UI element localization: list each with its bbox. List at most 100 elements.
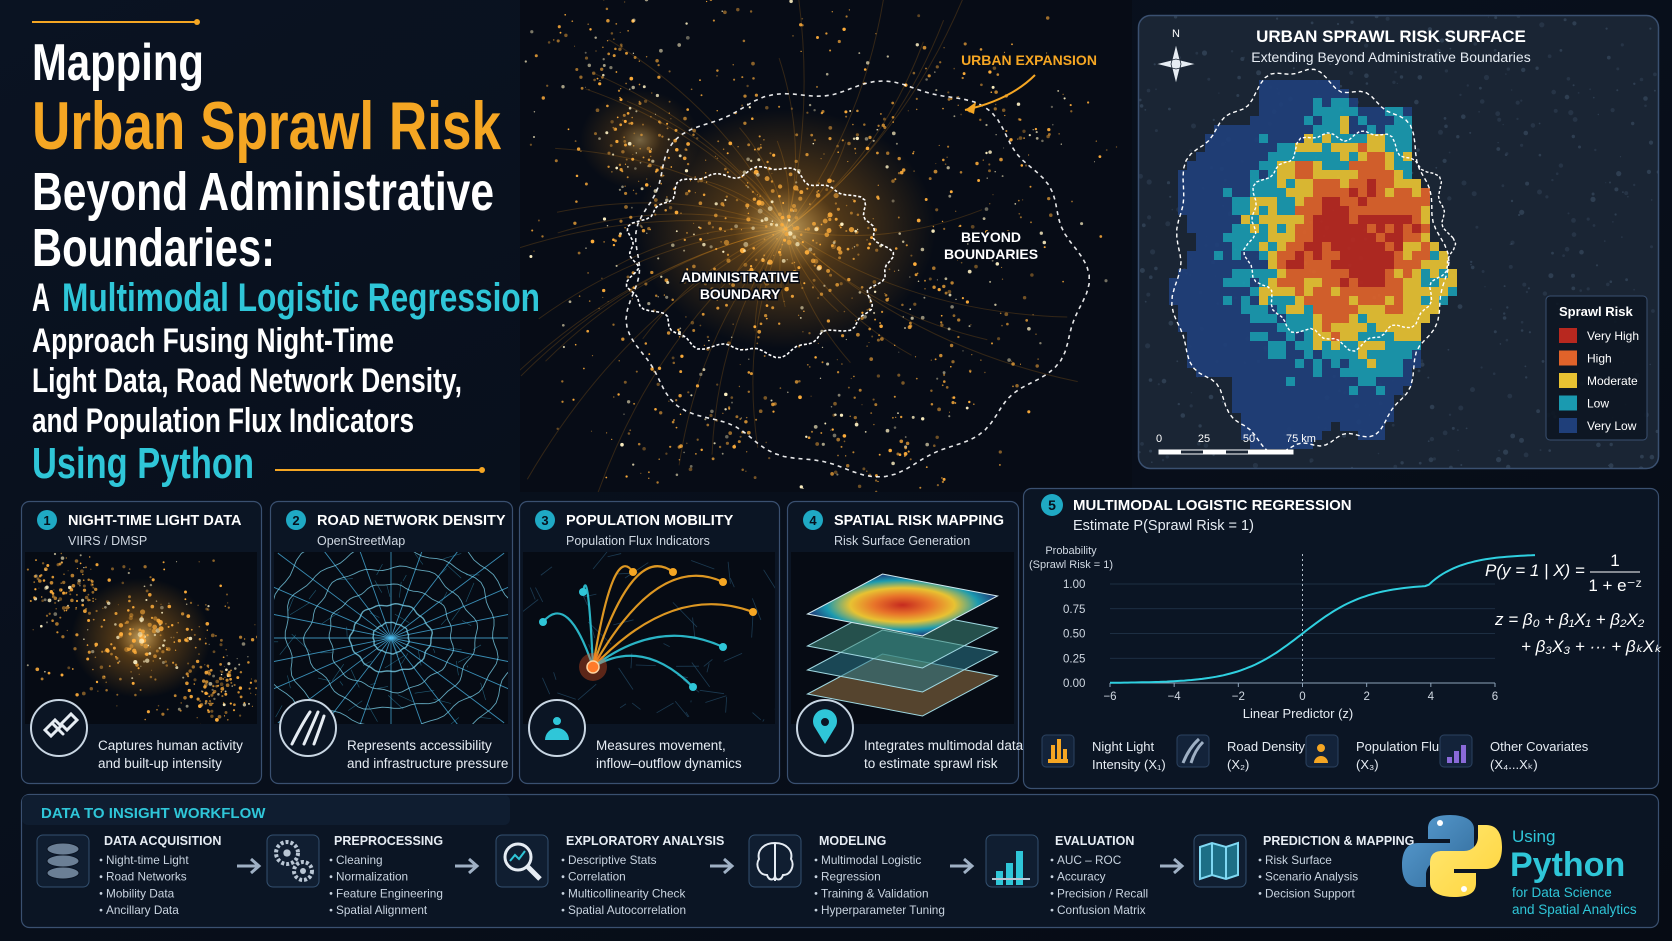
light-dot: [1021, 199, 1024, 201]
light-dot: [1028, 134, 1031, 137]
heat-cell: [1331, 350, 1340, 359]
light-dot: [1006, 229, 1010, 233]
light-dot: [726, 152, 729, 155]
light-dot: [1019, 216, 1022, 219]
light-dot: [144, 718, 146, 721]
heat-cell: [1367, 359, 1376, 368]
light-dot: [742, 170, 747, 175]
formula: 1: [1610, 551, 1619, 570]
light-dot: [627, 166, 629, 168]
light-dot: [950, 305, 954, 309]
terrain-dot: [1495, 111, 1501, 117]
heat-cell: [1331, 179, 1340, 188]
heat-cell: [1403, 125, 1412, 134]
bullet: [329, 892, 333, 895]
light-dot: [226, 718, 229, 721]
light-dot: [834, 413, 837, 417]
light-dot: [980, 230, 982, 233]
heat-cell: [1286, 89, 1295, 98]
light-dot: [634, 167, 637, 170]
light-dot: [698, 201, 703, 205]
heat-cell: [1367, 179, 1376, 188]
light-dot: [71, 668, 74, 670]
heat-cell: [1385, 314, 1394, 323]
heat-cell: [1205, 341, 1214, 350]
heat-cell: [1223, 143, 1232, 152]
light-dot: [815, 442, 820, 446]
formula: z = β₀ + β₁X₁ + β₂X₂: [1494, 610, 1645, 629]
light-dot: [241, 642, 246, 646]
light-dot: [667, 138, 670, 141]
heat-cell: [1358, 242, 1367, 251]
light-dot: [163, 568, 166, 571]
heat-cell: [1223, 341, 1232, 350]
street: [433, 648, 436, 653]
heat-cell: [1322, 332, 1331, 341]
python-tagline: and Spatial Analytics: [1512, 902, 1637, 917]
light-dot: [156, 708, 158, 711]
light-dot: [952, 314, 956, 317]
step-badge: [803, 510, 823, 530]
terrain-dot: [1487, 16, 1489, 18]
card-subtitle: Population Flux Indicators: [566, 534, 710, 548]
light-dot: [759, 146, 763, 149]
heat-cell: [1268, 404, 1277, 413]
light-dot: [626, 400, 631, 404]
light-dot: [591, 71, 596, 76]
light-dot: [52, 594, 55, 598]
heat-cell: [1295, 233, 1304, 242]
terrain-dot: [1392, 80, 1396, 85]
terrain-dot: [1496, 457, 1502, 463]
light-dot: [982, 159, 984, 161]
light-dot: [206, 664, 210, 668]
light-dot: [1034, 127, 1038, 131]
heat-cell: [1304, 332, 1313, 341]
heat-cell: [1340, 233, 1349, 242]
light-dot: [602, 58, 605, 61]
light-dot: [185, 704, 189, 708]
light-dot: [60, 556, 65, 560]
light-dot: [644, 282, 648, 286]
light-dot: [999, 312, 1002, 315]
terrain-dot: [1521, 67, 1526, 73]
heat-cell: [1376, 152, 1385, 161]
light-dot: [562, 345, 566, 349]
light-dot: [92, 618, 95, 621]
light-dot: [728, 282, 731, 285]
terrain-dot: [1458, 405, 1464, 411]
terrain-dot: [1616, 89, 1619, 92]
heat-cell: [1214, 368, 1223, 377]
terrain-dot: [1616, 171, 1622, 177]
icon-circle: [279, 699, 337, 757]
light-dot: [725, 435, 729, 439]
light-dot: [580, 86, 584, 90]
heat-cell: [1331, 116, 1340, 125]
light-dot: [831, 428, 834, 431]
heat-cell: [1331, 125, 1340, 134]
light-dot: [718, 227, 723, 231]
light-dot: [666, 331, 671, 335]
card-title: NIGHT-TIME LIGHT DATA: [68, 513, 242, 529]
light-dot: [680, 212, 682, 214]
light-dot: [640, 187, 644, 191]
heat-cell: [1340, 296, 1349, 305]
light-dot: [81, 603, 85, 607]
card-title: POPULATION MOBILITY: [566, 513, 734, 529]
heat-cell: [1403, 377, 1412, 386]
light-dot: [793, 185, 799, 191]
light-dot: [628, 106, 632, 110]
light-dot: [663, 294, 666, 296]
heat-cell: [1394, 188, 1403, 197]
light-dot: [595, 108, 600, 113]
heat-cell: [1259, 89, 1268, 98]
heat-cell: [1403, 233, 1412, 242]
light-dot: [219, 584, 222, 588]
light-dot: [865, 146, 870, 151]
heat-cell: [1241, 350, 1250, 359]
heat-cell: [1205, 368, 1214, 377]
terrain-dot: [1524, 365, 1527, 368]
heat-cell: [1367, 269, 1376, 278]
title-line: A: [32, 276, 50, 320]
light-dot: [557, 25, 561, 29]
heat-cell: [1232, 386, 1241, 395]
